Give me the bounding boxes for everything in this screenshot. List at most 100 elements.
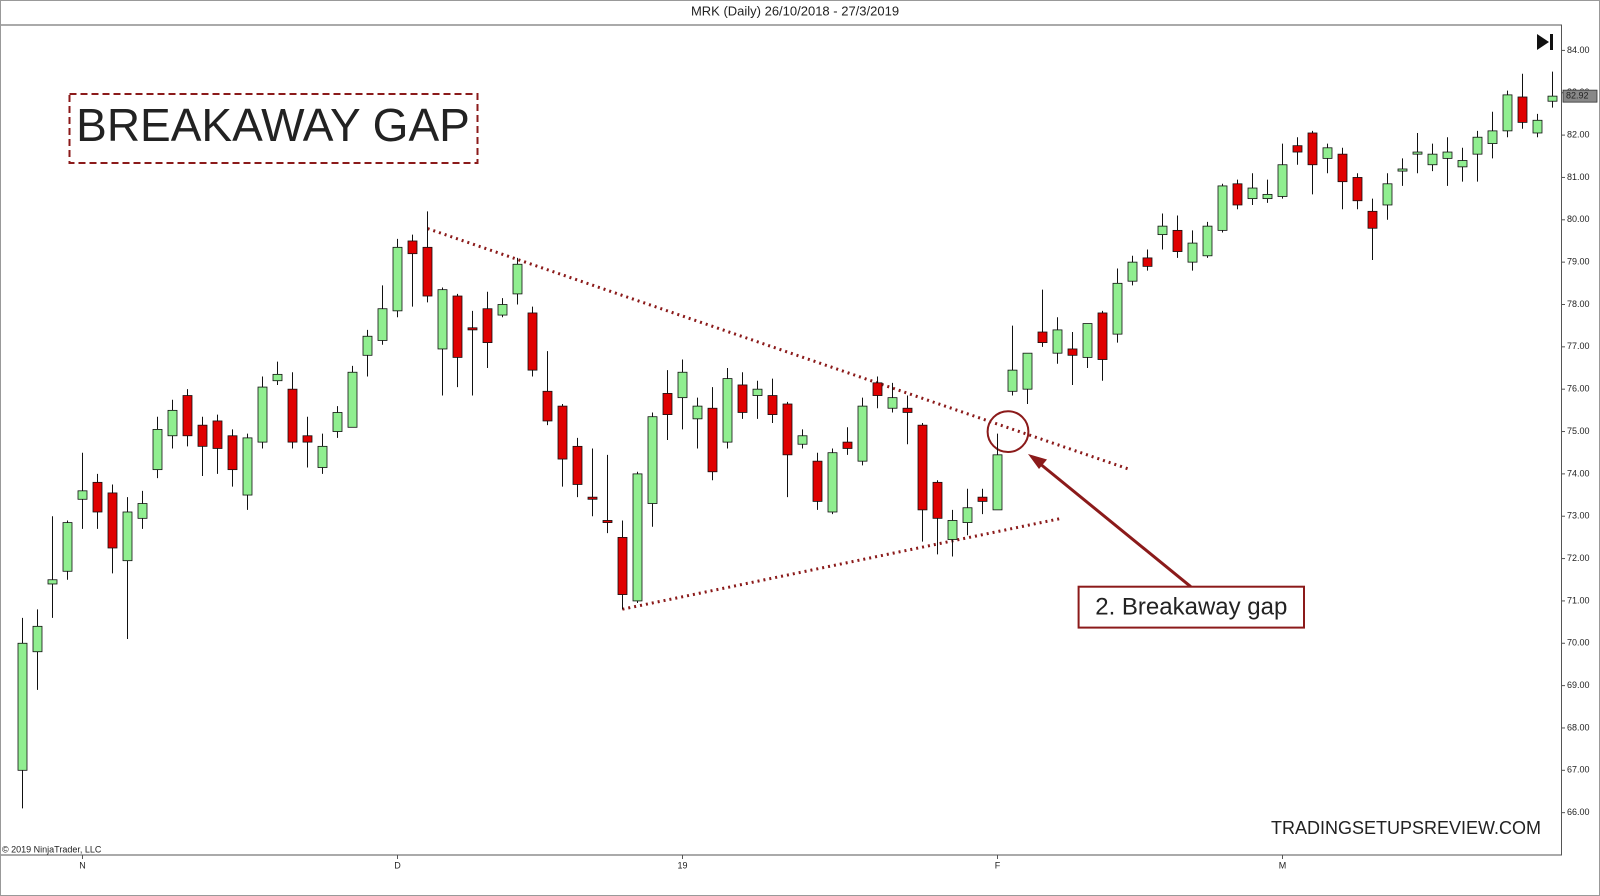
last-price-marker: [1562, 89, 1598, 103]
candle-body: [1217, 185, 1228, 231]
candle-body: [302, 435, 313, 443]
candle-body: [1427, 153, 1438, 166]
candle-body: [1067, 348, 1078, 356]
candle-body: [947, 520, 958, 540]
candle-body: [242, 437, 253, 496]
y-tick-label: 68.00: [1567, 722, 1590, 732]
x-tick-label: F: [995, 860, 1001, 870]
x-tick-label: D: [394, 860, 401, 870]
candle-body: [662, 393, 673, 415]
candles: [17, 71, 1558, 809]
candle-body: [827, 452, 838, 513]
scroll-end-icon[interactable]: [1537, 34, 1553, 50]
callout-arrow: [1035, 459, 1192, 588]
candle-body: [182, 395, 193, 437]
candle-body: [167, 409, 178, 437]
candle-body: [197, 424, 208, 447]
candle-body: [1442, 151, 1453, 159]
candle-body: [1277, 164, 1288, 197]
candle-body: [1247, 187, 1258, 200]
candle-body: [542, 390, 553, 422]
candle-body: [932, 481, 943, 519]
callout: 2. Breakaway gap: [1095, 593, 1287, 620]
candle-body: [392, 246, 403, 312]
candle-body: [1382, 183, 1393, 206]
y-tick-label: 74.00: [1567, 468, 1590, 478]
candle-body: [212, 420, 223, 449]
candle-body: [1472, 136, 1483, 155]
candle-body: [77, 490, 88, 500]
candle-body: [107, 492, 118, 549]
scroll-end-bar[interactable]: [1550, 34, 1553, 50]
candle-body: [257, 386, 268, 443]
candle-body: [752, 388, 763, 396]
candle-body: [377, 308, 388, 341]
watermark: TRADINGSETUPSREVIEW.COM: [1271, 818, 1541, 838]
y-tick-label: 84.00: [1567, 45, 1590, 55]
y-tick-label: 78.00: [1567, 299, 1590, 309]
candle-body: [1112, 282, 1123, 335]
heading-box: [68, 93, 479, 164]
candle-body: [527, 312, 538, 371]
candle-body: [227, 435, 238, 471]
candle-body: [1037, 331, 1048, 344]
heading: BREAKAWAY GAP: [76, 99, 470, 151]
scroll-end-triangle[interactable]: [1537, 34, 1549, 50]
candle-body: [722, 378, 733, 443]
x-tick-label: N: [79, 860, 86, 870]
candle-body: [962, 507, 973, 523]
candle-body: [1082, 323, 1093, 358]
lower-trendline: [622, 516, 1062, 611]
candle-body: [1337, 153, 1348, 183]
candle-body: [767, 395, 778, 415]
candle-body: [17, 642, 28, 771]
candle-body: [632, 473, 643, 602]
candle-body: [557, 405, 568, 460]
candle-body: [872, 382, 883, 396]
candle-body: [1517, 96, 1528, 123]
candle-body: [707, 407, 718, 473]
candle-body: [812, 460, 823, 502]
candle-body: [1412, 151, 1423, 155]
candle-body: [1007, 369, 1018, 392]
candle-body: [902, 407, 913, 413]
candle-body: [737, 384, 748, 413]
candle-body: [1397, 168, 1408, 172]
x-tick-label: 19: [677, 860, 687, 870]
candle-body: [1097, 312, 1108, 360]
candle-body: [692, 405, 703, 420]
arrow-head: [1028, 454, 1047, 469]
y-tick-label: 77.00: [1567, 341, 1590, 351]
chart-title: MRK (Daily) 26/10/2018 - 27/3/2019: [691, 3, 899, 18]
candle-body: [287, 388, 298, 443]
candle-body: [1532, 119, 1543, 134]
y-tick-label: 67.00: [1567, 765, 1590, 775]
candle-body: [1457, 160, 1468, 168]
candle-body: [617, 536, 628, 595]
candle-body: [92, 481, 103, 513]
candle-body: [1352, 177, 1363, 202]
candle-body: [47, 579, 58, 585]
candle-body: [452, 295, 463, 358]
candle-body: [152, 429, 163, 471]
candle-body: [677, 371, 688, 399]
y-tick-label: 82.00: [1567, 129, 1590, 139]
candle-body: [1127, 261, 1138, 282]
copyright: © 2019 NinjaTrader, LLC: [2, 844, 102, 854]
y-tick-label: 73.00: [1567, 511, 1590, 521]
candle-body: [1052, 329, 1063, 354]
x-tick-label: M: [1279, 860, 1287, 870]
candle-body: [1487, 130, 1498, 144]
gap-circle: [986, 410, 1030, 454]
y-tick-label: 71.00: [1567, 595, 1590, 605]
candle-body: [362, 335, 373, 356]
y-tick-label: 66.00: [1567, 807, 1590, 817]
y-tick-label: 72.00: [1567, 553, 1590, 563]
candle-body: [887, 397, 898, 409]
candle-body: [32, 625, 43, 653]
candle-body: [647, 416, 658, 504]
y-tick-label: 81.00: [1567, 172, 1590, 182]
candle-body: [857, 405, 868, 462]
candle-body: [1202, 225, 1213, 257]
candle-body: [332, 412, 343, 432]
